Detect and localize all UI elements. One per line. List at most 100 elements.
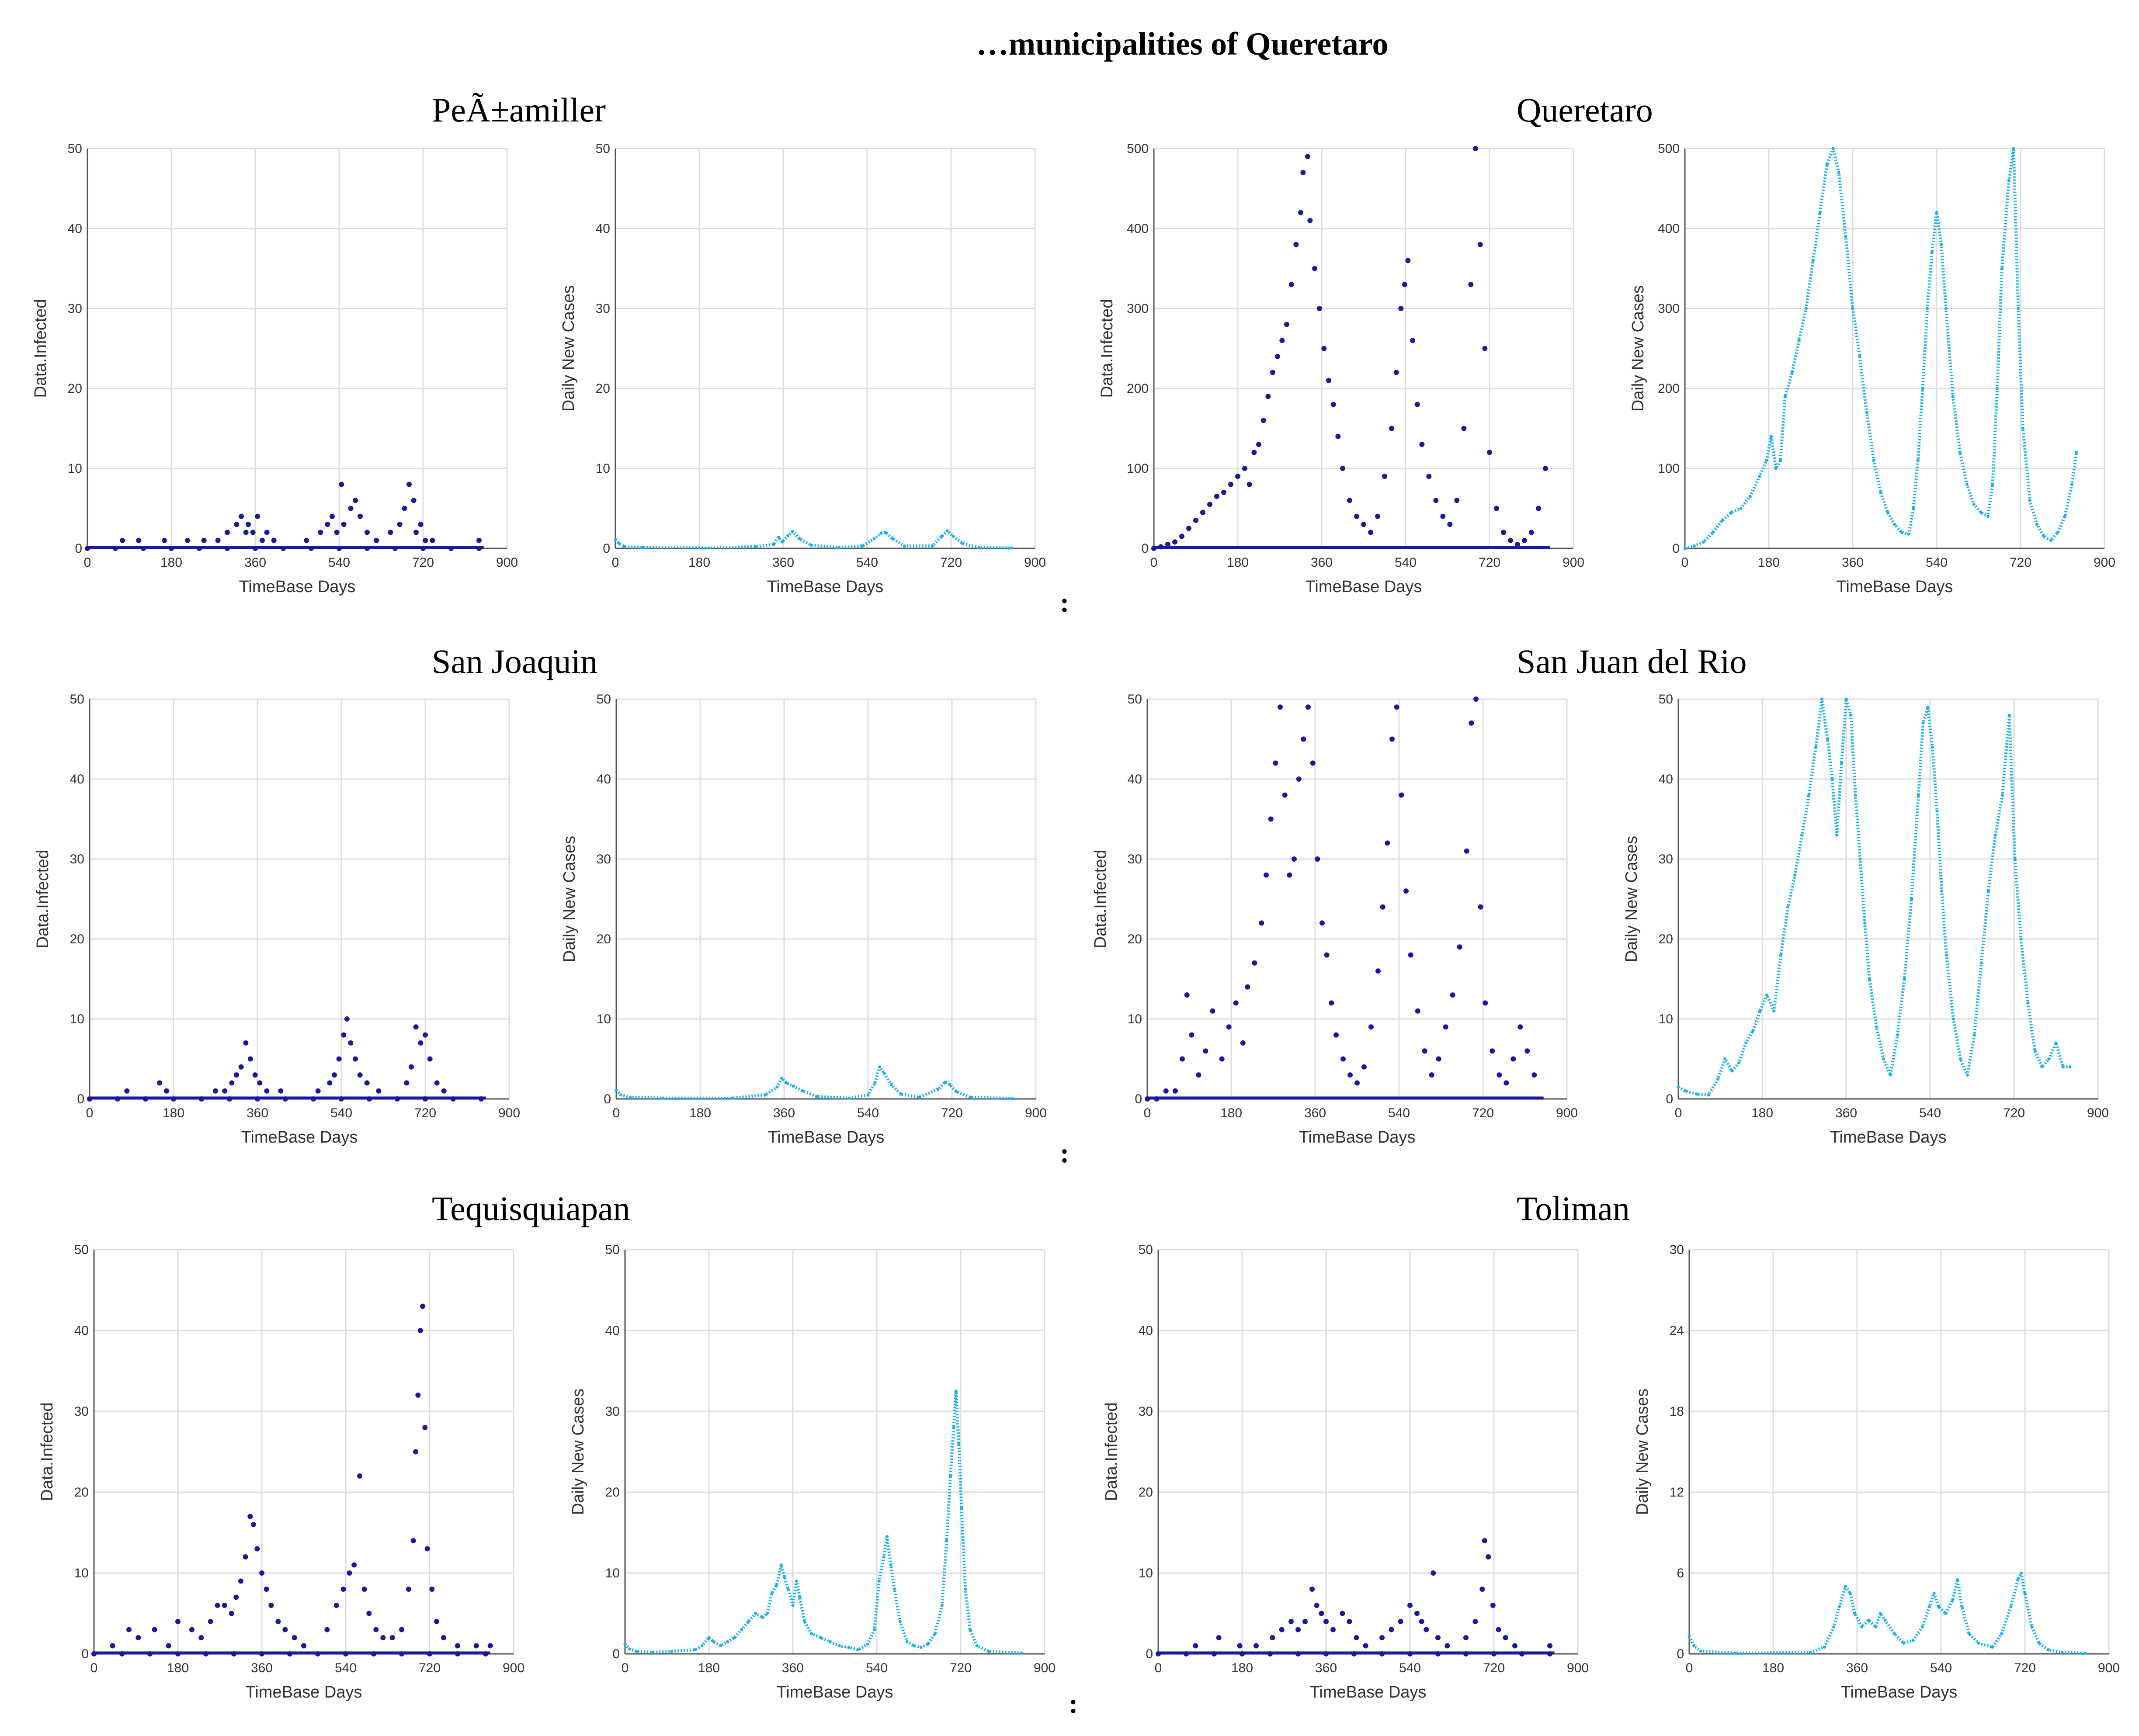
series-point (629, 1095, 632, 1099)
data-point (1315, 856, 1320, 862)
y-tick-label: 200 (1658, 381, 1680, 396)
data-point (1547, 1651, 1552, 1656)
y-tick-label: 30 (74, 1404, 89, 1419)
series-point (838, 1644, 841, 1647)
data-point (1296, 776, 1302, 782)
data-point (1233, 1000, 1239, 1006)
y-tick-label: 0 (612, 1647, 620, 1661)
series-point (2016, 1578, 2020, 1581)
series-point (786, 1587, 790, 1591)
series-point (2028, 499, 2031, 502)
data-point (234, 1072, 239, 1078)
series-point (2023, 1591, 2027, 1595)
data-point (1501, 530, 1506, 535)
series-point (882, 1555, 885, 1559)
data-point (1288, 1619, 1294, 1624)
data-point (1179, 534, 1184, 539)
data-point (395, 1096, 400, 1102)
data-point (1210, 1008, 1215, 1014)
data-point (343, 1651, 348, 1656)
x-tick-label: 180 (1227, 555, 1249, 570)
chart-daily-9: 0 180 360 540 720 900 0 10 20 30 40 50 TimeBase Days… (569, 1243, 1056, 1701)
data-point (1450, 992, 1455, 998)
data-point (1479, 1587, 1485, 1592)
data-point (1385, 840, 1390, 846)
x-axis-label: TimeBase Days (1306, 578, 1422, 596)
data-point (1379, 1635, 1385, 1640)
data-point (1295, 1651, 1301, 1656)
y-tick-label: 20 (1128, 932, 1142, 946)
series-point (707, 546, 710, 550)
y-tick-label: 20 (1139, 1485, 1153, 1500)
series-point (754, 1612, 757, 1615)
data-point (203, 1651, 208, 1656)
series-point (2013, 857, 2017, 861)
data-point (353, 1056, 358, 1062)
data-point (1440, 513, 1446, 519)
data-point (215, 1603, 220, 1608)
data-point (275, 1619, 281, 1624)
data-point (198, 1635, 204, 1640)
data-point (1379, 1651, 1385, 1656)
data-point (253, 546, 258, 551)
data-point (325, 522, 330, 527)
x-tick-label: 720 (941, 1106, 963, 1120)
y-axis-label: Data.Infected (1102, 1402, 1121, 1501)
y-tick-label: 10 (68, 461, 82, 476)
data-point (1435, 1635, 1441, 1640)
x-axis-label: TimeBase Days (768, 1128, 885, 1147)
series-point (1965, 483, 1969, 486)
data-point (1424, 1627, 1429, 1632)
data-point (1323, 1619, 1329, 1624)
series-point (1951, 395, 1955, 398)
data-point (1173, 1088, 1178, 1094)
data-point (336, 1056, 342, 1062)
series-point (879, 531, 883, 535)
series-point (2047, 1057, 2051, 1060)
series-point (1688, 1635, 1691, 1638)
x-tick-label: 540 (328, 555, 350, 570)
data-point (1193, 1643, 1198, 1649)
data-point (1486, 1554, 1491, 1559)
data-point (441, 1088, 447, 1094)
data-point (1547, 1643, 1552, 1649)
data-point (1361, 1064, 1367, 1070)
y-axis-label: Daily New Cases (560, 836, 579, 962)
series-point (2019, 1571, 2023, 1575)
x-axis-label: TimeBase Days (246, 1683, 362, 1701)
data-point (361, 1587, 367, 1592)
data-point (1503, 1635, 1508, 1640)
data-point (1268, 816, 1274, 822)
x-tick-label: 360 (1315, 1661, 1337, 1675)
data-point (239, 513, 244, 519)
y-tick-label: 0 (1677, 1647, 1684, 1661)
data-point (1494, 506, 1499, 511)
series-point (1858, 355, 1861, 358)
data-point (1363, 1643, 1368, 1649)
x-tick-label: 900 (2094, 555, 2115, 570)
x-tick-label: 900 (2087, 1106, 2109, 1120)
y-tick-label: 10 (1659, 1012, 1673, 1026)
data-point (304, 537, 309, 543)
data-point (1270, 1635, 1275, 1640)
series-point (1814, 745, 1818, 749)
series-point (856, 1648, 860, 1652)
y-tick-label: 50 (70, 692, 84, 707)
y-tick-label: 40 (605, 1324, 620, 1338)
x-tick-label: 540 (1919, 1106, 1941, 1120)
y-tick-label: 0 (604, 1092, 611, 1106)
x-axis-label: TimeBase Days (777, 1683, 893, 1701)
x-tick-label: 540 (1388, 1106, 1410, 1120)
data-point (1414, 402, 1420, 407)
y-tick-label: 500 (1658, 142, 1680, 156)
data-point (1254, 1643, 1259, 1649)
series-point (726, 1640, 729, 1643)
y-tick-label: 0 (1672, 541, 1680, 556)
series-point (919, 1646, 923, 1649)
data-point (1320, 920, 1325, 926)
data-point (1316, 306, 1322, 311)
data-point (162, 537, 167, 543)
data-point (476, 537, 482, 543)
data-point (259, 1570, 264, 1576)
data-point (243, 530, 249, 535)
